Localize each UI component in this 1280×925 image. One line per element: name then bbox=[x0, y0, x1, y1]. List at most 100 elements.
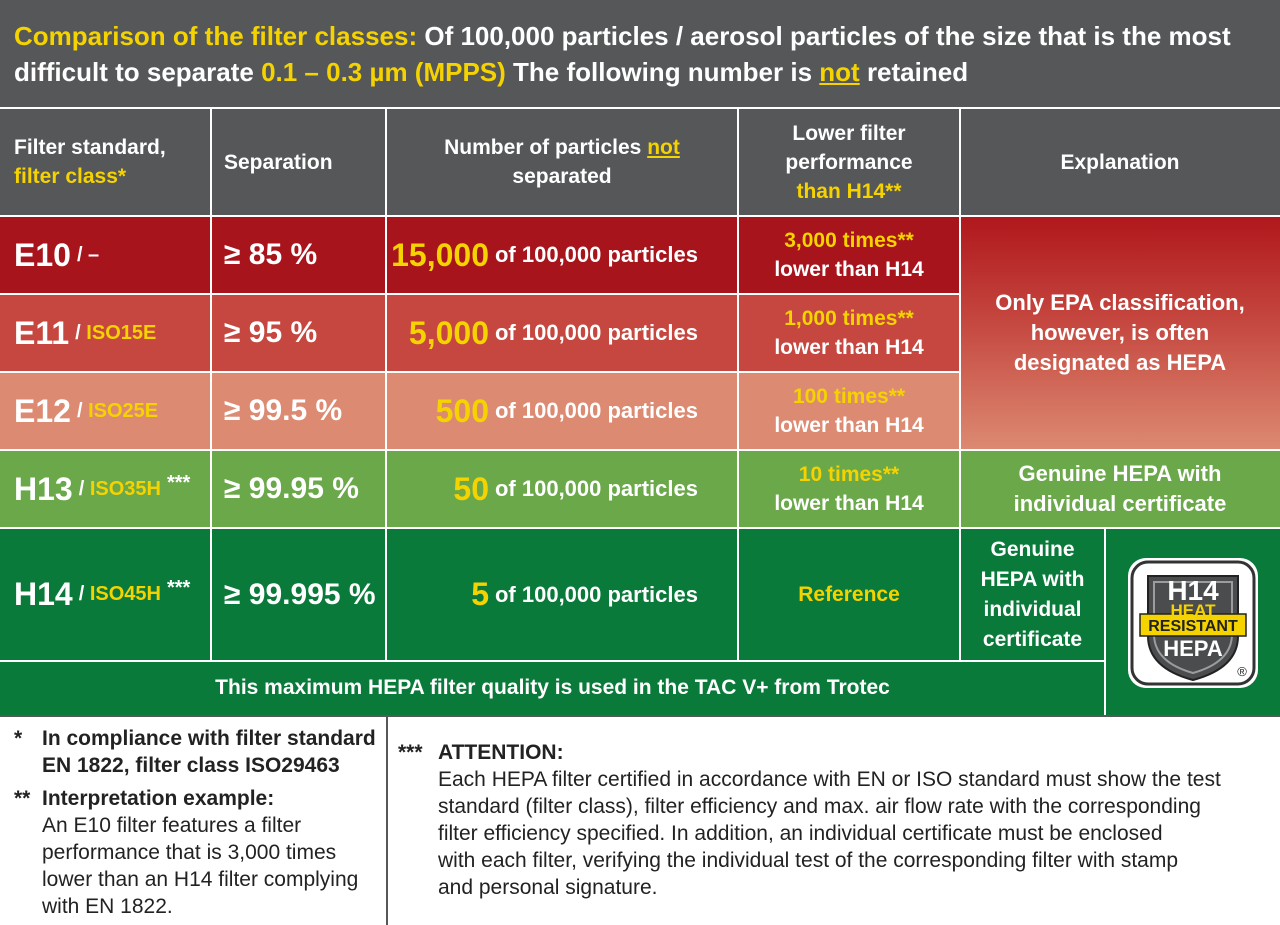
particles-cell: 50 of 100,000 particles bbox=[386, 450, 738, 528]
title-range: 0.1 – 0.3 µm (MPPS) bbox=[261, 57, 506, 87]
explanation-h14-4: certificate bbox=[982, 627, 1083, 651]
particle-count: 500 bbox=[435, 392, 489, 429]
explanation-h14: Genuine HEPA with individual certificate bbox=[960, 528, 1105, 661]
footnote-2-line3: lower than an H14 filter complying bbox=[42, 868, 359, 891]
explanation-epa-2: however, is often bbox=[1030, 320, 1210, 345]
explanation-h13: Genuine HEPA with individual certificate bbox=[960, 450, 1280, 528]
iso-class-label: / – bbox=[76, 243, 100, 266]
explanation-h14-3: individual bbox=[983, 597, 1082, 621]
badge-registered: ® bbox=[1237, 664, 1247, 679]
lower-performance-text: lower than H14 bbox=[774, 414, 924, 437]
title-line2-b: The following number is bbox=[513, 57, 813, 87]
iso-class-label: ISO15E bbox=[86, 321, 157, 344]
lower-performance-cell: 3,000 times** lower than H14 bbox=[738, 216, 960, 294]
col-explanation-label: Explanation bbox=[1060, 150, 1180, 174]
footnote-2-title: Interpretation example: bbox=[42, 787, 275, 810]
footnote-3-line2: standard (filter class), filter efficien… bbox=[438, 795, 1201, 818]
explanation-epa-3: designated as HEPA bbox=[1013, 350, 1227, 375]
explanation-epa-1: Only EPA classification, bbox=[995, 290, 1245, 315]
footnote-1-a: In compliance with filter standard bbox=[42, 727, 376, 750]
footnote-2-line4: with EN 1822. bbox=[42, 895, 173, 918]
col-filter-standard: Filter standard, filter class* bbox=[0, 108, 210, 216]
col-number-not: not bbox=[647, 136, 680, 159]
grid-line bbox=[0, 449, 1280, 451]
grid-line bbox=[0, 215, 1280, 217]
lower-performance-times: 3,000 times** bbox=[784, 229, 914, 252]
particles-cell: 5 of 100,000 particles bbox=[386, 528, 738, 661]
footnote-3-mark: *** bbox=[398, 741, 423, 764]
footer-bar: This maximum HEPA filter quality is used… bbox=[0, 661, 1105, 715]
attention-footnote-mark: *** bbox=[166, 577, 191, 599]
grid-line bbox=[737, 108, 739, 661]
footnote-1-b: EN 1822, filter class ISO29463 bbox=[42, 754, 340, 777]
footnote-2-line1: An E10 filter features a filter bbox=[42, 814, 302, 837]
footnote-3-title: ATTENTION: bbox=[438, 741, 564, 764]
grid-line bbox=[385, 108, 387, 661]
table-row: H14/ ISO45H *** ≥ 99.995 % 5 of 100,000 part… bbox=[0, 528, 960, 661]
explanation-h14-1: Genuine bbox=[990, 537, 1075, 561]
lower-performance-times: 10 times** bbox=[798, 463, 900, 486]
separation-value: ≥ 85 % bbox=[224, 238, 318, 271]
title-line-2: difficult to separate 0.1 – 0.3 µm (MPPS… bbox=[14, 54, 1266, 90]
explanation-h14-2: HEPA with bbox=[980, 567, 1085, 591]
footnote-3-line5: and personal signature. bbox=[438, 876, 658, 899]
filter-class-cell: H14/ ISO45H *** bbox=[0, 528, 210, 661]
iso-class: / ISO25E bbox=[77, 400, 158, 423]
filter-class-name: E12 bbox=[14, 392, 71, 429]
col-filter-standard-a: Filter standard, bbox=[14, 136, 166, 159]
footnote-divider bbox=[386, 717, 388, 925]
footnote-3-line4: with each filter, verifying the individu… bbox=[438, 849, 1179, 872]
footnote-1-mark: * bbox=[14, 727, 23, 750]
col-lower-b: performance bbox=[785, 150, 913, 174]
title-line2-c: retained bbox=[866, 57, 969, 87]
iso-slash: / bbox=[75, 321, 87, 344]
particle-of-total: of 100,000 particles bbox=[494, 476, 698, 501]
footnote-2-line2: performance that is 3,000 times bbox=[42, 841, 337, 864]
iso-class-label: ISO25E bbox=[88, 399, 159, 422]
page-title: Comparison of the filter classes: Of 100… bbox=[0, 0, 1280, 108]
col-number-a: Number of particles bbox=[444, 136, 642, 159]
lower-performance-times: Reference bbox=[798, 583, 900, 606]
title-prefix: Comparison of the filter classes: bbox=[14, 21, 418, 51]
lower-performance-times: 100 times** bbox=[792, 385, 906, 408]
iso-class-label: ISO45H bbox=[89, 583, 161, 605]
hepa-shield-icon: H14 HEAT RESISTANT HEPA ® bbox=[1130, 560, 1256, 686]
footnote-3-line3: filter efficiency specified. In addition… bbox=[438, 822, 1163, 845]
explanation-h13-1: Genuine HEPA with bbox=[1018, 461, 1222, 486]
footnote-2-mark: ** bbox=[14, 787, 31, 810]
iso-class: / – bbox=[77, 244, 99, 267]
particle-of-total: of 100,000 particles bbox=[494, 320, 698, 345]
iso-slash: / bbox=[78, 583, 90, 605]
filter-class-name: H14 bbox=[14, 576, 73, 612]
separation-value: ≥ 99.5 % bbox=[224, 394, 343, 427]
separation-cell: ≥ 85 % bbox=[210, 216, 386, 294]
badge-hepa: HEPA bbox=[1163, 636, 1223, 661]
separation-cell: ≥ 99.5 % bbox=[210, 372, 386, 450]
filter-class-name: E10 bbox=[14, 236, 71, 273]
footnote-2: ** Interpretation example: An E10 filter… bbox=[14, 785, 382, 920]
filter-class-cell: E12 / ISO25E bbox=[0, 372, 210, 450]
grid-line bbox=[959, 108, 961, 661]
iso-slash: / bbox=[78, 477, 90, 500]
particle-of-total: of 100,000 particles bbox=[494, 581, 698, 607]
separation-value: ≥ 99.995 % bbox=[224, 577, 376, 611]
badge-resistant: RESISTANT bbox=[1148, 618, 1238, 635]
lower-performance-text: lower than H14 bbox=[774, 492, 924, 515]
particle-of-total: of 100,000 particles bbox=[494, 242, 698, 267]
particles-cell: 15,000 of 100,000 particles bbox=[386, 216, 738, 294]
iso-class: / ISO15E bbox=[75, 322, 156, 345]
col-lower-c: than H14** bbox=[796, 179, 902, 203]
grid-line bbox=[0, 107, 1280, 109]
explanation-epa: Only EPA classification, however, is oft… bbox=[960, 216, 1280, 450]
iso-class: / ISO45H bbox=[79, 583, 161, 606]
iso-class-label: ISO35H bbox=[89, 477, 161, 500]
separation-cell: ≥ 95 % bbox=[210, 294, 386, 372]
footer-bar-text: This maximum HEPA filter quality is used… bbox=[215, 676, 890, 699]
badge-h14: H14 bbox=[1167, 575, 1219, 606]
grid-line bbox=[210, 108, 212, 661]
explanation-h13-2: individual certificate bbox=[1013, 491, 1227, 516]
grid-line bbox=[0, 527, 1280, 529]
badge-heat: HEAT bbox=[1170, 601, 1216, 620]
title-line-1: Comparison of the filter classes: Of 100… bbox=[14, 18, 1266, 54]
separation-value: ≥ 95 % bbox=[224, 316, 318, 349]
